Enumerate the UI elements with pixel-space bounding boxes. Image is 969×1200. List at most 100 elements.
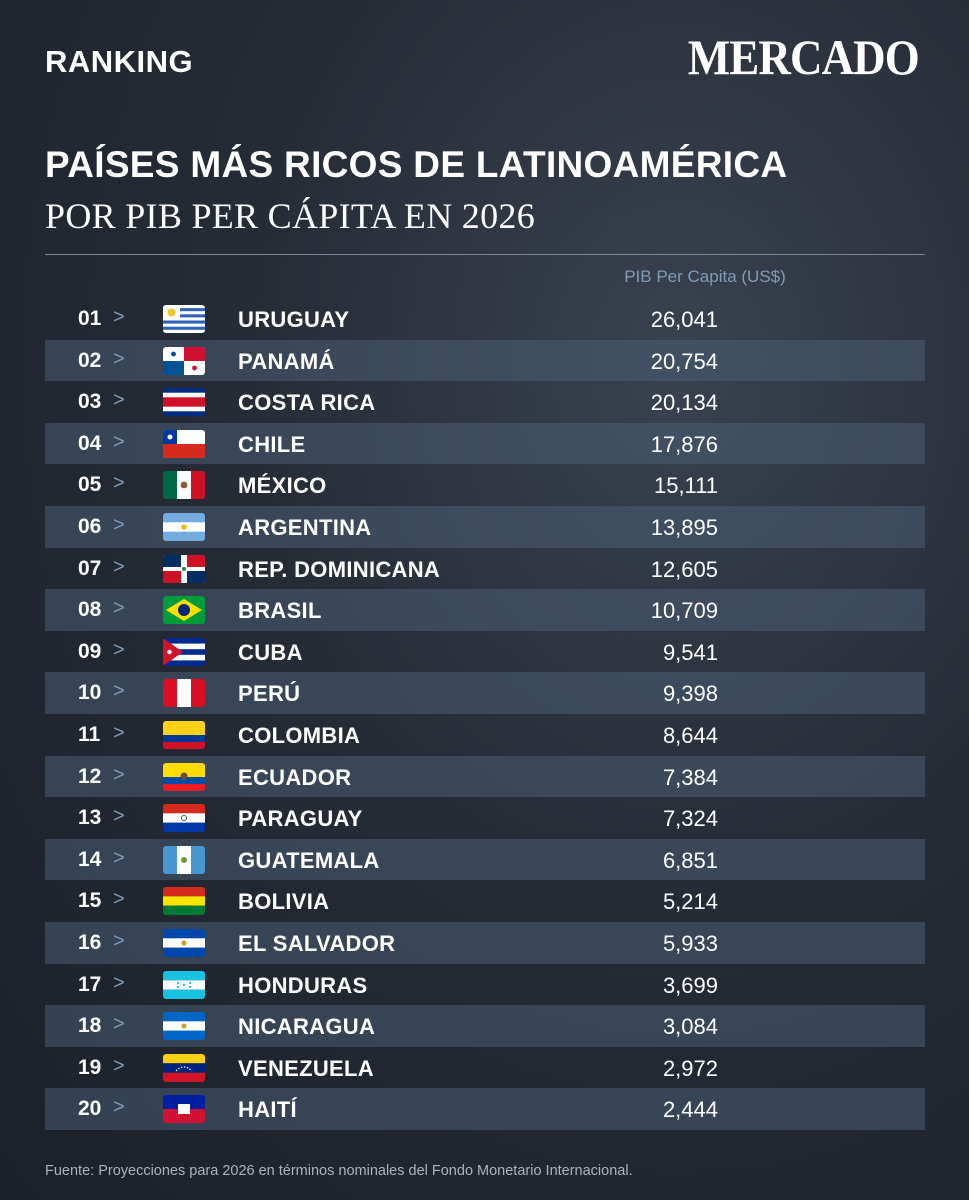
table-row: 10 > PERÚ 9,398	[45, 672, 925, 714]
ecuador-flag-icon	[163, 762, 205, 791]
table-row: 14 > GUATEMALA 6,851	[45, 838, 925, 881]
gdp-value: 5,933	[662, 930, 718, 956]
chevron-right-icon: >	[113, 1013, 125, 1036]
rank-number: 13	[78, 806, 102, 830]
rank-number: 15	[78, 889, 102, 913]
rank-number: 18	[78, 1014, 102, 1038]
country-name: URUGUAY	[238, 307, 350, 332]
country-name: REP. DOMINICANA	[238, 556, 441, 582]
venezuela-flag-icon	[163, 1053, 205, 1082]
peru-flag-icon	[163, 679, 205, 708]
gdp-value: 6,851	[662, 847, 718, 873]
rank-number: 14	[78, 847, 102, 871]
rank-number: 19	[78, 1055, 102, 1079]
bolivia-flag-icon	[163, 887, 205, 916]
rank-number: 16	[78, 930, 102, 954]
country-name: VENEZUELA	[238, 1055, 374, 1081]
rank-number: 04	[78, 431, 102, 455]
brazil-flag-icon	[163, 596, 205, 625]
gdp-value: 17,876	[650, 431, 718, 457]
table-row: 08 > BRASIL 10,709	[45, 589, 925, 631]
honduras-flag-icon	[163, 970, 205, 999]
guatemala-flag-icon	[163, 845, 205, 874]
country-name: PERÚ	[238, 681, 301, 707]
gdp-value: 7,384	[662, 764, 718, 790]
chevron-right-icon: >	[113, 680, 125, 703]
table-row: 07 > REP. DOMINICANA 12,605	[45, 548, 925, 590]
table-row: 02 > PANAMÁ 20,754	[45, 339, 925, 382]
country-name: CHILE	[238, 431, 306, 457]
table-row: 09 > CUBA 9,541	[45, 631, 925, 673]
rank-number: 08	[78, 598, 102, 622]
chevron-right-icon: >	[113, 1096, 125, 1119]
rank-number: 09	[78, 639, 102, 663]
country-name: EL SALVADOR	[238, 930, 396, 956]
ranking-table: 01 > URUGUAY 26,041 02 > PANAMÁ 20,754 03 > COS…	[45, 298, 925, 1130]
rank-number: 11	[78, 722, 101, 746]
table-row: 15 > BOLIVIA 5,214	[45, 880, 925, 922]
el-salvador-flag-icon	[163, 928, 205, 957]
gdp-value: 15,111	[653, 473, 718, 499]
table-row: 18 > NICARAGUA 3,084	[45, 1005, 925, 1047]
gdp-value: 12,605	[650, 556, 718, 582]
header-divider	[45, 254, 925, 255]
table-row: 04 > CHILE 17,876	[45, 422, 925, 465]
costa-rica-flag-icon	[163, 388, 205, 417]
country-name: GUATEMALA	[238, 847, 380, 873]
country-name: CUBA	[238, 639, 303, 665]
table-row: 13 > PARAGUAY 7,324	[45, 797, 925, 839]
country-name: NICARAGUA	[238, 1014, 376, 1040]
table-row: 11 > COLOMBIA 8,644	[45, 714, 925, 756]
haiti-flag-icon	[163, 1095, 205, 1124]
chevron-right-icon: >	[113, 306, 125, 328]
mexico-flag-icon	[163, 471, 205, 500]
chevron-right-icon: >	[113, 472, 125, 495]
paraguay-flag-icon	[163, 804, 205, 833]
page-subtitle: POR PIB PER CÁPITA EN 2026	[45, 196, 536, 236]
rank-number: 06	[78, 514, 102, 538]
mercado-logo: MERCADO	[687, 29, 920, 85]
table-row: 17 > HONDURAS 3,699	[45, 964, 925, 1006]
country-name: BRASIL	[238, 598, 322, 624]
rank-number: 12	[78, 764, 102, 788]
chevron-right-icon: >	[113, 1054, 125, 1077]
country-name: MÉXICO	[238, 473, 327, 499]
chevron-right-icon: >	[113, 555, 125, 578]
chevron-right-icon: >	[113, 846, 125, 869]
nicaragua-flag-icon	[163, 1012, 205, 1041]
gdp-value: 20,134	[650, 390, 718, 416]
rank-number: 07	[78, 556, 102, 580]
chevron-right-icon: >	[113, 929, 125, 952]
chevron-right-icon: >	[113, 347, 125, 370]
country-name: ECUADOR	[238, 764, 352, 790]
uruguay-flag-icon	[163, 305, 205, 333]
country-name: HAITÍ	[238, 1097, 297, 1123]
gdp-value: 10,709	[650, 598, 718, 624]
table-row: 06 > ARGENTINA 13,895	[45, 505, 925, 548]
chevron-right-icon: >	[113, 430, 125, 453]
chevron-right-icon: >	[113, 721, 125, 744]
panama-flag-icon	[163, 346, 205, 375]
cuba-flag-icon	[163, 637, 205, 666]
country-name: COSTA RICA	[238, 390, 376, 416]
gdp-value: 20,754	[650, 348, 718, 374]
gdp-value: 13,895	[650, 514, 718, 540]
table-row: 12 > ECUADOR 7,384	[45, 755, 925, 798]
country-name: BOLIVIA	[238, 889, 330, 915]
country-name: HONDURAS	[238, 972, 368, 998]
table-row: 05 > MÉXICO 15,111	[45, 464, 925, 506]
gdp-value: 3,084	[662, 1014, 718, 1040]
column-header-gdp: PIB Per Capita (US$)	[624, 267, 786, 286]
country-name: ARGENTINA	[238, 514, 372, 540]
chevron-right-icon: >	[113, 597, 125, 620]
gdp-value: 5,214	[662, 889, 718, 915]
argentina-flag-icon	[163, 512, 205, 541]
rank-number: 05	[78, 473, 102, 497]
page-title: PAÍSES MÁS RICOS DE LATINOAMÉRICA	[45, 144, 788, 185]
dominican-republic-flag-icon	[163, 554, 205, 583]
table-row: 03 > COSTA RICA 20,134	[45, 381, 925, 423]
rank-number: 17	[78, 972, 102, 996]
gdp-value: 2,972	[662, 1055, 718, 1081]
gdp-value: 2,444	[662, 1097, 718, 1123]
chevron-right-icon: >	[113, 638, 125, 661]
